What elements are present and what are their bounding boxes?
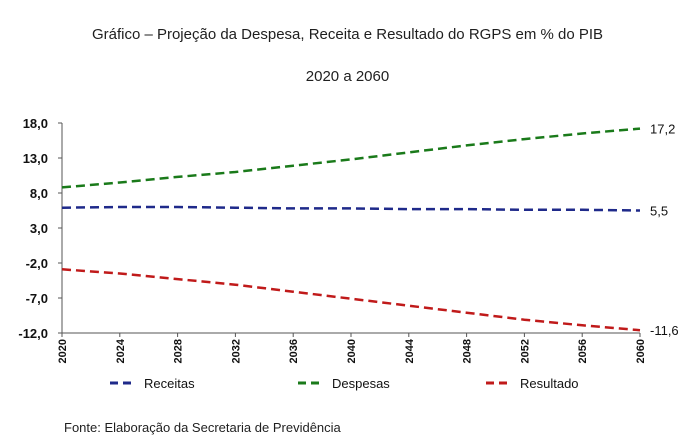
x-tick-label: 2024 — [115, 338, 127, 363]
series-lines — [61, 127, 641, 332]
y-tick-label: 18,0 — [23, 116, 48, 131]
x-tick-label: 2060 — [635, 339, 647, 363]
x-tick-label: 2028 — [173, 339, 185, 363]
series-line-receitas — [61, 205, 641, 212]
chart-axes — [61, 123, 640, 334]
x-tick-label: 2032 — [230, 339, 242, 363]
x-axis-ticks: 2020 2024 2028 2032 2036 2040 2044 2048 2052 2056… — [57, 333, 647, 363]
legend-label-despesas: Despesas — [332, 376, 390, 391]
x-tick-label: 2036 — [288, 339, 300, 363]
source-note: Fonte: Elaboração da Secretaria de Previ… — [64, 420, 341, 435]
y-tick-label: 8,0 — [30, 186, 48, 201]
end-label-despesas: 17,2 — [650, 122, 675, 137]
y-tick-label: -12,0 — [18, 326, 48, 341]
chart-legend: Receitas Despesas Resultado — [110, 376, 579, 391]
y-axis-ticks: 18,0 13,0 8,0 3,0 -2,0 -7,0 -12,0 — [18, 116, 62, 341]
x-tick-label: 2052 — [519, 339, 531, 363]
series-line-resultado — [61, 268, 641, 332]
x-tick-label: 2040 — [346, 339, 358, 363]
x-tick-label: 2056 — [577, 339, 589, 363]
y-tick-label: 3,0 — [30, 221, 48, 236]
x-tick-label: 2020 — [57, 339, 69, 363]
y-tick-label: 13,0 — [23, 151, 48, 166]
series-end-labels: 5,5 17,2 -11,6 — [650, 122, 679, 339]
end-label-resultado: -11,6 — [650, 323, 679, 338]
end-label-receitas: 5,5 — [650, 204, 668, 219]
legend-label-receitas: Receitas — [144, 376, 195, 391]
chart-subtitle: 2020 a 2060 — [305, 68, 390, 85]
x-tick-label: 2048 — [462, 339, 474, 363]
x-tick-label: 2044 — [404, 338, 416, 363]
series-line-despesas — [61, 127, 641, 189]
y-tick-label: -2,0 — [26, 256, 48, 271]
legend-label-resultado: Resultado — [520, 376, 579, 391]
chart-title: Gráfico – Projeção da Despesa, Receita e… — [91, 26, 604, 43]
y-tick-label: -7,0 — [26, 291, 48, 306]
